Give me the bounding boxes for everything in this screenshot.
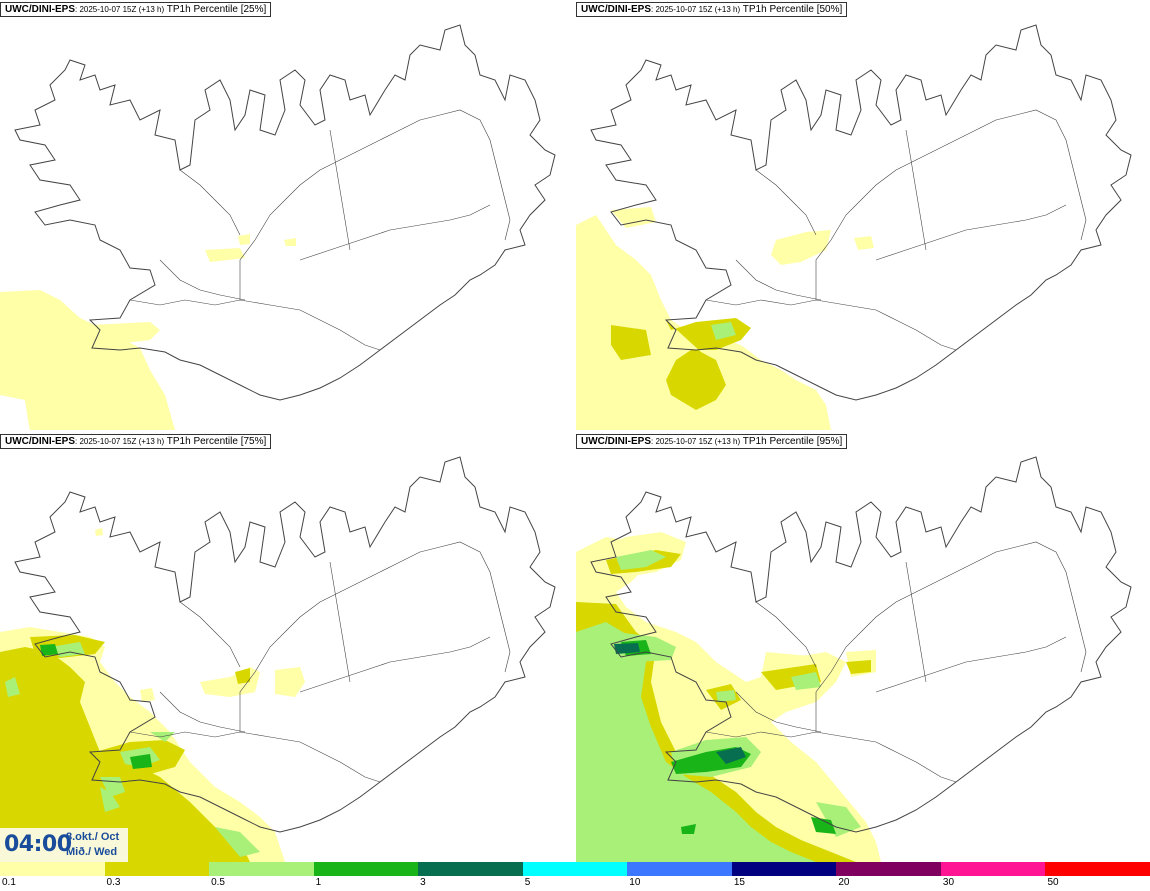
precip-map-50 xyxy=(576,24,1132,430)
legend-swatch xyxy=(522,862,628,876)
precip-field xyxy=(0,528,305,862)
legend-tick-label: 0.1 xyxy=(2,877,16,888)
iceland-coastline xyxy=(14,24,556,401)
panel-title-75: UWC/DINI-EPS: 2025-10-07 15Z (+13 h) TP1… xyxy=(0,434,272,449)
legend-swatch xyxy=(940,862,1046,876)
valid-date-line2: Mið./ Wed xyxy=(66,846,118,858)
panel-title-50: UWC/DINI-EPS: 2025-10-07 15Z (+13 h) TP1… xyxy=(576,2,848,17)
legend-swatch xyxy=(731,862,837,876)
precip-map-75 xyxy=(0,456,556,862)
iceland-coastline xyxy=(14,456,556,833)
run-info: : 2025-10-07 15Z (+13 h) xyxy=(651,437,741,446)
legend-tick-label: 50 xyxy=(1047,877,1059,888)
precip-map-95 xyxy=(576,456,1132,862)
map-panel-95: UWC/DINI-EPS: 2025-10-07 15Z (+13 h) TP1… xyxy=(576,432,1150,862)
run-info: : 2025-10-07 15Z (+13 h) xyxy=(651,5,741,14)
legend-colorbar xyxy=(0,862,1150,876)
legend-swatch xyxy=(209,862,314,876)
precip-field xyxy=(0,234,296,430)
legend-swatch xyxy=(0,862,105,876)
legend-tick-label: 3 xyxy=(420,877,426,888)
legend-tick-label: 5 xyxy=(524,877,531,888)
iceland-coastline xyxy=(590,24,1132,401)
run-info: : 2025-10-07 15Z (+13 h) xyxy=(75,437,165,446)
legend-swatch xyxy=(836,862,941,876)
percentile-title: TP1h Percentile [50%] xyxy=(740,4,843,15)
legend-tick-label: 0.3 xyxy=(106,877,121,888)
precip-map-25 xyxy=(0,24,556,430)
color-legend: 0.1 0.3 0.5 1 3 5 10 15 20 30 50 xyxy=(0,862,1150,891)
legend-tick-label: 10 xyxy=(629,877,641,888)
precip-field xyxy=(576,207,874,430)
legend-swatch xyxy=(313,862,419,876)
legend-swatch xyxy=(1045,862,1150,876)
model-name: UWC/DINI-EPS xyxy=(5,4,75,15)
panel-title-95: UWC/DINI-EPS: 2025-10-07 15Z (+13 h) TP1… xyxy=(576,434,848,449)
model-name: UWC/DINI-EPS xyxy=(581,4,651,15)
legend-swatch xyxy=(627,862,732,876)
legend-swatch xyxy=(104,862,210,876)
legend-tick-label: 20 xyxy=(838,877,850,888)
legend-swatch xyxy=(418,862,523,876)
panel-title-25: UWC/DINI-EPS: 2025-10-07 15Z (+13 h) TP1… xyxy=(0,2,272,17)
legend-tick-label: 0.5 xyxy=(211,877,225,888)
model-name: UWC/DINI-EPS xyxy=(581,436,651,447)
model-name: UWC/DINI-EPS xyxy=(5,436,75,447)
valid-time-box: 04:00 8.okt./ Oct Mið./ Wed xyxy=(0,828,128,862)
iceland-coastline xyxy=(590,456,1132,833)
legend-tick-label: 15 xyxy=(733,877,745,888)
percentile-title: TP1h Percentile [95%] xyxy=(740,436,843,447)
valid-time-clock: 04:00 xyxy=(4,832,72,857)
run-info: : 2025-10-07 15Z (+13 h) xyxy=(75,5,165,14)
panel-divider xyxy=(574,0,576,862)
percentile-title: TP1h Percentile [75%] xyxy=(164,436,267,447)
precip-field xyxy=(576,532,881,862)
map-panel-50: UWC/DINI-EPS: 2025-10-07 15Z (+13 h) TP1… xyxy=(576,0,1150,430)
map-panel-75: UWC/DINI-EPS: 2025-10-07 15Z (+13 h) TP1… xyxy=(0,432,574,862)
map-panel-25: UWC/DINI-EPS: 2025-10-07 15Z (+13 h) TP1… xyxy=(0,0,574,430)
percentile-title: TP1h Percentile [25%] xyxy=(164,4,267,15)
legend-tick-label: 30 xyxy=(942,877,955,888)
valid-date-line1: 8.okt./ Oct xyxy=(66,831,120,843)
legend-tick-label: 1 xyxy=(315,877,322,888)
